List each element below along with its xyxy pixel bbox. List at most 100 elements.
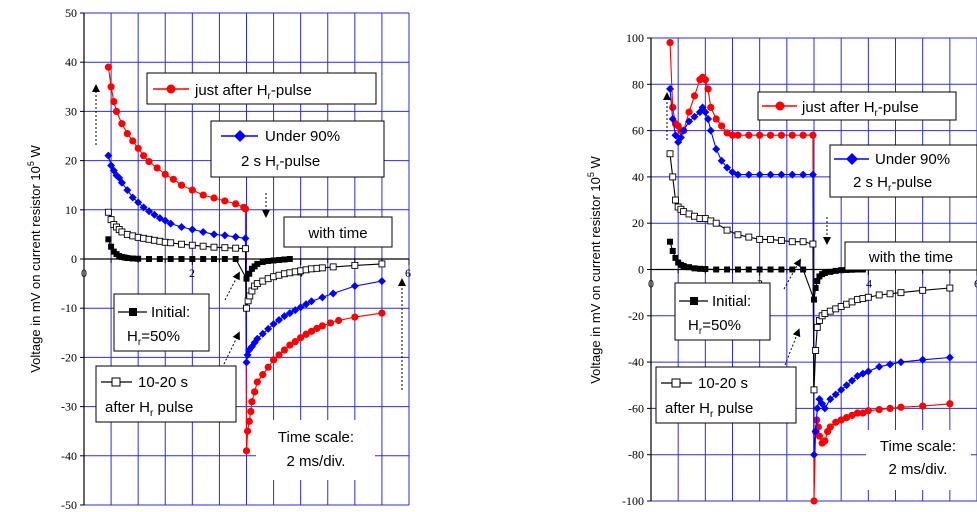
data-point [129,255,136,262]
right-time-scale-box: Time scale: 2 ms/div. [866,430,971,490]
data-point [280,346,289,354]
data-point [378,260,386,268]
left-y-axis-label-sup: 5 [26,161,36,166]
data-point [286,341,294,349]
data-point [145,157,153,166]
data-point [800,266,807,273]
data-point [241,234,250,243]
data-point [105,236,112,243]
data-point [318,293,327,302]
data-point [755,170,764,179]
y-tick-label: 10 [65,203,77,217]
data-point [713,266,720,273]
right-arrows [663,92,831,366]
data-point [178,256,185,262]
data-point [756,266,763,273]
data-point [161,216,170,225]
y-tick-label: 60 [632,124,644,138]
data-point [734,131,742,139]
data-point [946,400,954,408]
data-point [666,39,674,47]
right-legend-blue-sub: r [888,183,892,194]
left-legend-1020-line2: after H [105,399,150,416]
y-tick-label: 30 [65,104,77,118]
y-tick-label: -20 [628,309,644,323]
left-legend-red-sub: r [268,91,272,102]
data-point [211,256,217,262]
svg-text:after Hr pulse: after Hr pulse [665,400,753,420]
y-tick-label: -80 [628,448,644,462]
right-legend-1020-line1: 10-20 s [698,375,748,392]
data-point [799,238,807,246]
data-point [280,312,289,321]
data-point [307,327,316,335]
data-point [838,267,845,274]
data-point [886,290,894,298]
right-y-axis-label: Voltage in mV on current resistor 105 W [586,155,603,383]
data-point [139,203,148,212]
data-point [161,170,169,178]
data-point [146,256,152,262]
right-legend-1020-suffix: pulse [713,400,753,417]
data-point [313,324,321,332]
right-legend-red: just after Hr-pulse [757,91,957,121]
left-y-axis-label-unit: W [28,144,43,161]
data-point [351,261,359,269]
y-tick-label: -40 [628,355,644,369]
data-point [701,108,710,117]
data-point [254,260,261,267]
right-with-time-box: with the time [844,241,977,271]
data-point [177,223,186,232]
data-point [281,256,288,263]
data-point [701,76,709,84]
data-point [291,306,300,315]
data-point [788,238,796,246]
right-legend-1020-sub: r [710,409,714,420]
right-legend-blue-suffix: -pulse [891,174,932,191]
y-tick-label: 20 [632,216,644,230]
svg-text:just after Hr-pulse: just after Hr-pulse [194,82,312,102]
data-point [707,103,715,112]
left-legend-initial-sub: r [138,337,142,348]
data-point [177,181,186,189]
data-point [285,309,294,318]
right-legend-red-sub: r [875,108,879,119]
data-point [275,316,283,325]
data-point [946,284,954,292]
y-tick-label: 20 [65,154,77,168]
data-point [788,170,797,179]
left-legend-blue-line2: 2 s H [241,153,276,170]
data-point [685,108,693,116]
data-point [247,407,255,416]
svg-text:2 s Hr-pulse: 2 s Hr-pulse [853,174,932,194]
data-point [875,362,884,371]
data-point [666,150,674,158]
data-point [264,363,272,371]
data-point [820,404,829,413]
data-point [264,324,273,333]
data-point [766,170,775,179]
data-point [734,266,741,273]
data-point [232,200,240,208]
y-tick-label: 0 [71,252,77,266]
y-tick-label: 0 [638,263,644,277]
data-point [864,367,873,376]
data-point [837,385,846,394]
y-tick-label: -40 [61,449,77,463]
data-point [104,63,112,71]
data-point [813,323,821,331]
data-point [302,330,310,338]
data-point [812,285,819,292]
data-point [296,303,305,312]
data-point [821,437,829,445]
data-point [690,92,699,100]
data-point [166,219,175,228]
y-tick-label: 100 [626,31,644,45]
data-point [318,264,326,272]
data-point [723,226,731,234]
data-point [667,238,674,245]
data-point [210,230,218,239]
right-legend-blue-line1: Under 90% [875,151,950,168]
